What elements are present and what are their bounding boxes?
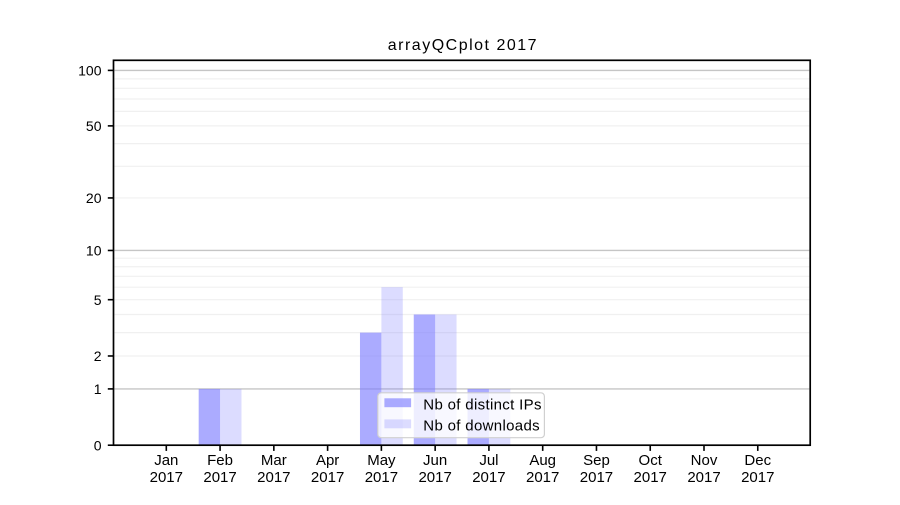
svg-text:Feb: Feb bbox=[207, 452, 233, 469]
svg-text:2017: 2017 bbox=[257, 469, 290, 486]
svg-text:2017: 2017 bbox=[687, 469, 720, 486]
svg-text:2017: 2017 bbox=[526, 469, 559, 486]
svg-text:Sep: Sep bbox=[583, 452, 610, 469]
svg-text:Nb of downloads: Nb of downloads bbox=[423, 417, 540, 434]
svg-text:Nb of distinct IPs: Nb of distinct IPs bbox=[423, 396, 541, 413]
svg-text:2017: 2017 bbox=[418, 469, 451, 486]
svg-text:Aug: Aug bbox=[529, 452, 556, 469]
svg-text:2017: 2017 bbox=[203, 469, 236, 486]
svg-text:2017: 2017 bbox=[634, 469, 667, 486]
svg-text:100: 100 bbox=[78, 62, 102, 78]
svg-text:2017: 2017 bbox=[150, 469, 183, 486]
svg-text:2017: 2017 bbox=[365, 469, 398, 486]
svg-text:Apr: Apr bbox=[316, 452, 339, 469]
svg-text:Dec: Dec bbox=[744, 452, 771, 469]
svg-text:Jun: Jun bbox=[423, 452, 447, 469]
svg-text:Nov: Nov bbox=[691, 452, 718, 469]
svg-text:2017: 2017 bbox=[580, 469, 613, 486]
svg-text:5: 5 bbox=[94, 292, 102, 308]
svg-text:2: 2 bbox=[94, 348, 102, 364]
svg-text:Jan: Jan bbox=[154, 452, 178, 469]
svg-text:Jul: Jul bbox=[479, 452, 498, 469]
svg-text:Oct: Oct bbox=[639, 452, 663, 469]
svg-text:arrayQCplot 2017: arrayQCplot 2017 bbox=[388, 37, 538, 54]
svg-text:0: 0 bbox=[94, 437, 102, 453]
svg-text:2017: 2017 bbox=[311, 469, 344, 486]
svg-text:1: 1 bbox=[94, 381, 102, 397]
svg-text:Mar: Mar bbox=[261, 452, 287, 469]
svg-text:10: 10 bbox=[86, 243, 102, 259]
svg-text:2017: 2017 bbox=[472, 469, 505, 486]
svg-text:May: May bbox=[367, 452, 396, 469]
svg-text:50: 50 bbox=[86, 118, 102, 134]
svg-text:20: 20 bbox=[86, 190, 102, 206]
svg-text:2017: 2017 bbox=[741, 469, 774, 486]
